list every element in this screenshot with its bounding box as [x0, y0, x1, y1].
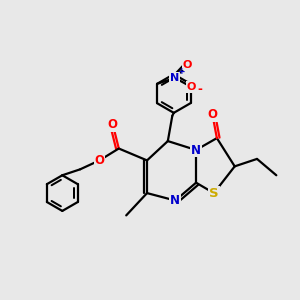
- Text: -: -: [197, 83, 202, 96]
- Text: O: O: [108, 118, 118, 131]
- Text: S: S: [209, 187, 219, 200]
- Text: O: O: [207, 108, 218, 121]
- Text: O: O: [183, 59, 192, 70]
- Text: +: +: [178, 67, 185, 76]
- Text: N: N: [170, 194, 180, 207]
- Text: N: N: [170, 73, 179, 83]
- Text: N: N: [191, 143, 201, 157]
- Text: O: O: [94, 154, 104, 167]
- Text: O: O: [187, 82, 196, 92]
